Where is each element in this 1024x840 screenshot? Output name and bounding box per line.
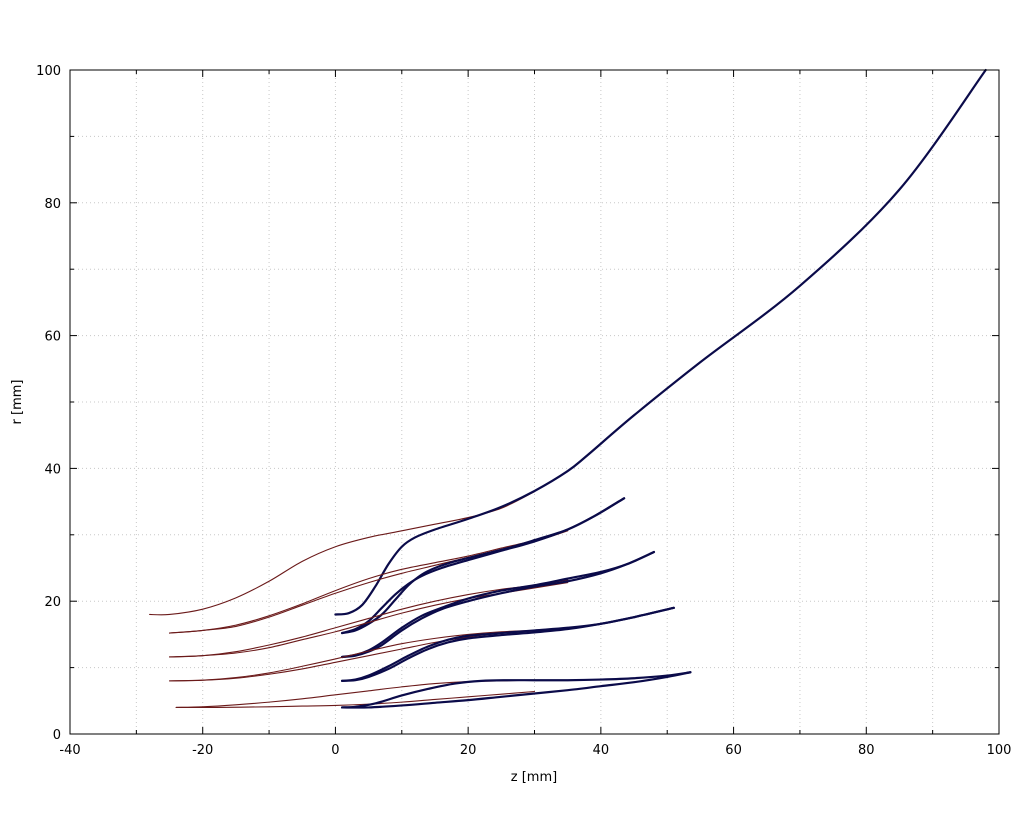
y-tick-label: 20 <box>44 595 61 610</box>
series-group <box>149 68 987 709</box>
x-tick-label: 60 <box>725 743 742 758</box>
y-tick-label: 100 <box>36 64 61 79</box>
thick-trajectory-line-16 <box>340 671 692 709</box>
thick-trajectory-line-4 <box>340 497 626 635</box>
thick-trajectory-line-5 <box>340 497 626 635</box>
ticks <box>69 69 1000 735</box>
y-tick-label: 0 <box>53 728 61 743</box>
y-tick-label: 80 <box>44 197 61 212</box>
thick-trajectory-line-1 <box>334 68 987 616</box>
thick-trajectory-line-9 <box>340 550 656 659</box>
x-tick-label: -40 <box>59 743 80 758</box>
x-tick-label: 20 <box>460 743 477 758</box>
x-tick-label: 0 <box>331 743 339 758</box>
thin-trajectory-line-11 <box>168 628 569 682</box>
y-axis-label: r [mm] <box>10 380 25 425</box>
tick-labels: -40 -20 0 20 40 60 80 100 0 20 40 60 80 100 <box>36 64 1011 758</box>
grid <box>70 70 999 734</box>
y-tick-label: 40 <box>44 462 61 477</box>
thick-trajectory-line-17 <box>340 671 692 709</box>
thick-trajectory-line-13 <box>340 606 675 682</box>
thick-trajectory-line-8 <box>340 550 656 659</box>
thin-trajectory-line-10 <box>168 627 569 682</box>
thin-trajectory-line-0 <box>149 491 536 616</box>
thin-trajectory-line-6 <box>168 579 569 658</box>
x-tick-label: 80 <box>858 743 875 758</box>
x-tick-label: 100 <box>987 743 1012 758</box>
x-axis-label: z [mm] <box>511 770 557 785</box>
thin-trajectory-line-2 <box>168 528 569 634</box>
y-tick-label: 60 <box>44 330 61 345</box>
x-tick-label: 40 <box>593 743 610 758</box>
x-tick-label: -20 <box>192 743 213 758</box>
